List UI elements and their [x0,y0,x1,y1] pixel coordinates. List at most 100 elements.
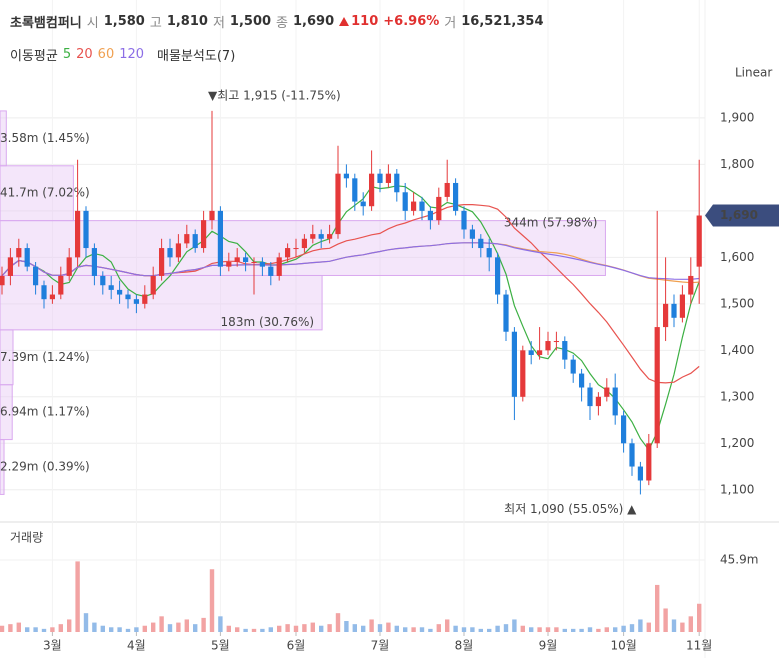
volume-bar [419,627,425,632]
ma-label[interactable]: 이동평균 [10,49,58,64]
quote-header: 초록뱀컴퍼니 시 1,580 고 1,810 저 1,500 종 1,690 110 +… [10,12,549,31]
volume-bar [478,628,483,632]
volume-bar [629,624,635,632]
profile-label: 183m (30.76%) [221,315,315,329]
candle-body [58,275,64,295]
candle-body [369,173,375,207]
ma-period[interactable]: 120 [119,47,145,62]
volume-bar [680,622,685,632]
volume-bar [8,624,13,632]
candle-body [427,210,433,221]
volume-bar [361,625,366,632]
x-tick-label: 8월 [455,639,474,653]
candle-body [654,327,660,444]
volume-bar [529,627,534,632]
volume-bar [411,627,416,632]
candle-body [259,262,265,267]
volume-bar [117,627,122,632]
candle-body [268,266,274,276]
volume-bar [453,625,458,632]
x-tick-label: 9월 [539,639,558,653]
candle-body [150,275,156,295]
volume-bar [159,616,164,632]
candle-body [285,248,291,258]
volume-bar [369,619,374,632]
candle-body [461,210,467,230]
ma-periods: 5 20 60 120 [63,47,149,62]
candle-body [612,387,618,416]
volume-bar [587,627,593,632]
volume-bar [310,622,315,632]
volume-bar [520,625,525,632]
candle-body [217,210,223,267]
candle-body [175,243,181,258]
volume-bar [235,627,240,632]
price-tag [705,204,779,227]
volume-bar [604,627,609,632]
field-value: 1,690 [293,14,335,29]
candle-body [419,201,425,211]
candle-body [637,466,643,481]
candle-body [629,443,635,467]
candle-body [352,178,358,202]
volume-bar [621,625,626,632]
profile-label: 3.58m (1.45%) [0,131,90,145]
volume-bar [176,622,181,632]
candle-body [394,173,400,193]
volume-bar [445,619,450,632]
indicator-legend: 이동평균 5 20 60 120 매물분석도(7) [10,45,240,64]
volume-bar [16,622,21,632]
profile-label: 7.39m (1.24%) [0,350,90,364]
candle-body [117,289,123,295]
y-tick-label: 1,600 [720,250,754,264]
low-annotation: 최저 1,090 (55.05%) ▲ [504,502,637,516]
y-tick-label: 1,100 [720,482,754,496]
volume-bar [428,628,433,632]
candle-body [646,443,652,481]
candle-body [503,294,509,332]
volume-bar [125,628,131,632]
candle-body [587,387,593,407]
candle-body [243,257,249,262]
candle-body [595,396,601,407]
ma-period[interactable]: 5 [62,47,72,62]
candle-body [335,173,341,235]
candle-body [604,387,610,397]
candle-body [159,248,165,276]
candle-body [234,257,240,262]
candle-body [453,182,459,211]
candle-body [469,229,475,239]
field-label: 고 [149,16,162,31]
candle-body [33,266,39,286]
volume-bar [688,616,693,632]
candle-body [679,294,685,318]
candle-body [125,294,131,300]
field-value: 1,500 [229,14,272,29]
candle-body [49,294,55,300]
candle-body [402,192,408,211]
candle-body [570,359,576,374]
candle-body [293,248,299,250]
candle-body [528,350,534,355]
candle-body [562,341,568,360]
ma-period[interactable]: 60 [97,47,115,62]
volume-bar [58,624,63,632]
up-arrow [339,17,350,26]
candle-body [41,285,47,300]
volume-bar [537,627,542,632]
profile-label[interactable]: 매물분석도(7) [157,49,236,64]
volume-tick-label: 45.9m [720,552,758,566]
candle-body [377,173,383,183]
volume-bar [193,624,198,632]
y-tick-label: 1,300 [720,389,754,403]
volume-bar [268,627,273,632]
field-label: 거 [444,16,457,31]
profile-label: 344m (57.98%) [504,216,598,230]
field-label: 시 [86,16,99,31]
volume-bar [377,624,383,632]
candle-body [545,341,551,351]
ma-period[interactable]: 20 [76,47,93,62]
candle-body [192,234,198,249]
